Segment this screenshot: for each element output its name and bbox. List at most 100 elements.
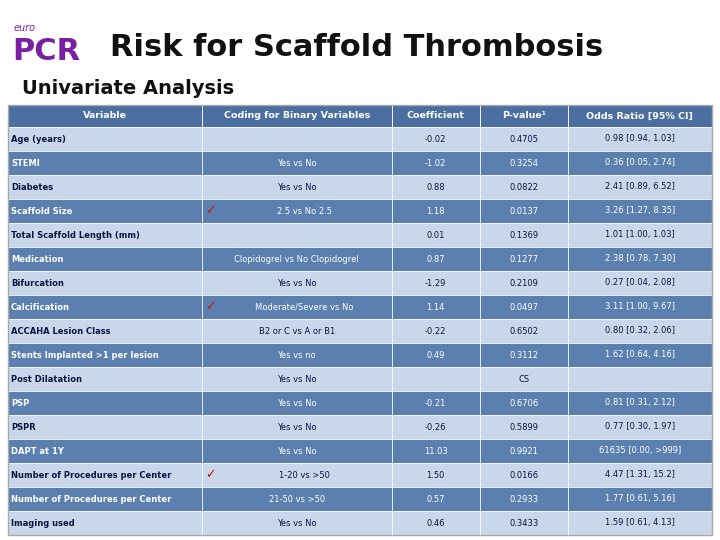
Bar (567, 151, 712, 175)
Bar (567, 439, 712, 463)
Bar (8, 151, 202, 175)
Text: Risk for Scaffold Thrombosis: Risk for Scaffold Thrombosis (110, 33, 603, 63)
Bar (202, 271, 392, 295)
Bar (567, 247, 712, 271)
Text: 1.59 [0.61, 4.13]: 1.59 [0.61, 4.13] (605, 518, 675, 528)
Bar (8, 127, 202, 151)
Bar (567, 223, 712, 247)
Bar (480, 151, 567, 175)
Text: 0.0166: 0.0166 (509, 470, 539, 480)
Bar (8, 511, 202, 535)
Bar (480, 439, 567, 463)
Text: 0.01: 0.01 (426, 231, 445, 240)
Text: PCR: PCR (12, 37, 80, 66)
Text: PSP: PSP (11, 399, 30, 408)
Text: 0.3254: 0.3254 (509, 159, 538, 167)
Text: 0.0822: 0.0822 (509, 183, 538, 192)
Text: Calcification: Calcification (11, 302, 70, 312)
Bar (480, 175, 567, 199)
Bar (480, 343, 567, 367)
Bar (202, 151, 392, 175)
Bar (392, 247, 480, 271)
Text: 0.49: 0.49 (426, 350, 445, 360)
Bar (202, 391, 392, 415)
Bar (8, 247, 202, 271)
Text: Age (years): Age (years) (11, 134, 66, 144)
Text: 0.6706: 0.6706 (509, 399, 539, 408)
Text: 3.11 [1.00, 9.67]: 3.11 [1.00, 9.67] (605, 302, 675, 312)
Bar (567, 367, 712, 391)
Bar (202, 295, 392, 319)
Bar (392, 439, 480, 463)
Bar (392, 391, 480, 415)
Text: Univariate Analysis: Univariate Analysis (22, 78, 234, 98)
Text: Clopidogrel vs No Clopidogrel: Clopidogrel vs No Clopidogrel (234, 254, 359, 264)
Bar (392, 175, 480, 199)
Text: ✓: ✓ (206, 300, 216, 314)
Bar (480, 487, 567, 511)
Bar (392, 271, 480, 295)
Bar (8, 223, 202, 247)
Bar (202, 223, 392, 247)
Bar (567, 199, 712, 223)
Text: B2 or C vs A or B1: B2 or C vs A or B1 (258, 327, 335, 335)
Bar (480, 127, 567, 151)
Bar (480, 367, 567, 391)
Bar (567, 343, 712, 367)
Text: Scaffold Size: Scaffold Size (11, 206, 73, 215)
Bar (392, 415, 480, 439)
Text: Coding for Binary Variables: Coding for Binary Variables (223, 111, 370, 120)
Text: 0.57: 0.57 (426, 495, 445, 503)
Text: 2.41 [0.89, 6.52]: 2.41 [0.89, 6.52] (605, 183, 675, 192)
Text: 0.5899: 0.5899 (509, 422, 538, 431)
Text: Number of Procedures per Center: Number of Procedures per Center (11, 470, 171, 480)
Text: 0.80 [0.32, 2.06]: 0.80 [0.32, 2.06] (605, 327, 675, 335)
Bar (480, 223, 567, 247)
Bar (480, 415, 567, 439)
Bar (202, 367, 392, 391)
Text: 1-20 vs >50: 1-20 vs >50 (279, 470, 330, 480)
Bar (567, 175, 712, 199)
Bar (8, 105, 712, 535)
Text: -1.29: -1.29 (425, 279, 446, 287)
Text: 0.46: 0.46 (426, 518, 445, 528)
Bar (480, 391, 567, 415)
Text: -1.02: -1.02 (425, 159, 446, 167)
Bar (202, 319, 392, 343)
Bar (480, 199, 567, 223)
Bar (392, 295, 480, 319)
Bar (8, 439, 202, 463)
Text: 0.81 [0.31, 2.12]: 0.81 [0.31, 2.12] (605, 399, 675, 408)
Bar (202, 463, 392, 487)
Bar (8, 271, 202, 295)
Bar (392, 463, 480, 487)
Text: Variable: Variable (83, 111, 127, 120)
Text: Yes vs No: Yes vs No (276, 518, 317, 528)
Bar (480, 319, 567, 343)
Text: 4.47 [1.31, 15.2]: 4.47 [1.31, 15.2] (605, 470, 675, 480)
Bar (392, 319, 480, 343)
Bar (567, 295, 712, 319)
Text: euro: euro (14, 23, 36, 33)
Text: Medication: Medication (11, 254, 63, 264)
Text: Coefficient: Coefficient (407, 111, 464, 120)
Bar (8, 343, 202, 367)
Text: ACCAHA Lesion Class: ACCAHA Lesion Class (11, 327, 110, 335)
Bar (202, 175, 392, 199)
Bar (480, 511, 567, 535)
Bar (567, 105, 712, 127)
Text: ✓: ✓ (206, 205, 216, 218)
Text: Number of Procedures per Center: Number of Procedures per Center (11, 495, 171, 503)
Text: 0.87: 0.87 (426, 254, 445, 264)
Bar (8, 463, 202, 487)
Bar (392, 223, 480, 247)
Text: 0.3433: 0.3433 (509, 518, 539, 528)
Text: P-value¹: P-value¹ (502, 111, 546, 120)
Text: 0.36 [0.05, 2.74]: 0.36 [0.05, 2.74] (605, 159, 675, 167)
Text: Yes vs No: Yes vs No (276, 279, 317, 287)
Bar (8, 415, 202, 439)
Bar (202, 105, 392, 127)
Text: Yes vs No: Yes vs No (276, 447, 317, 456)
Text: 0.4705: 0.4705 (509, 134, 538, 144)
Bar (392, 151, 480, 175)
